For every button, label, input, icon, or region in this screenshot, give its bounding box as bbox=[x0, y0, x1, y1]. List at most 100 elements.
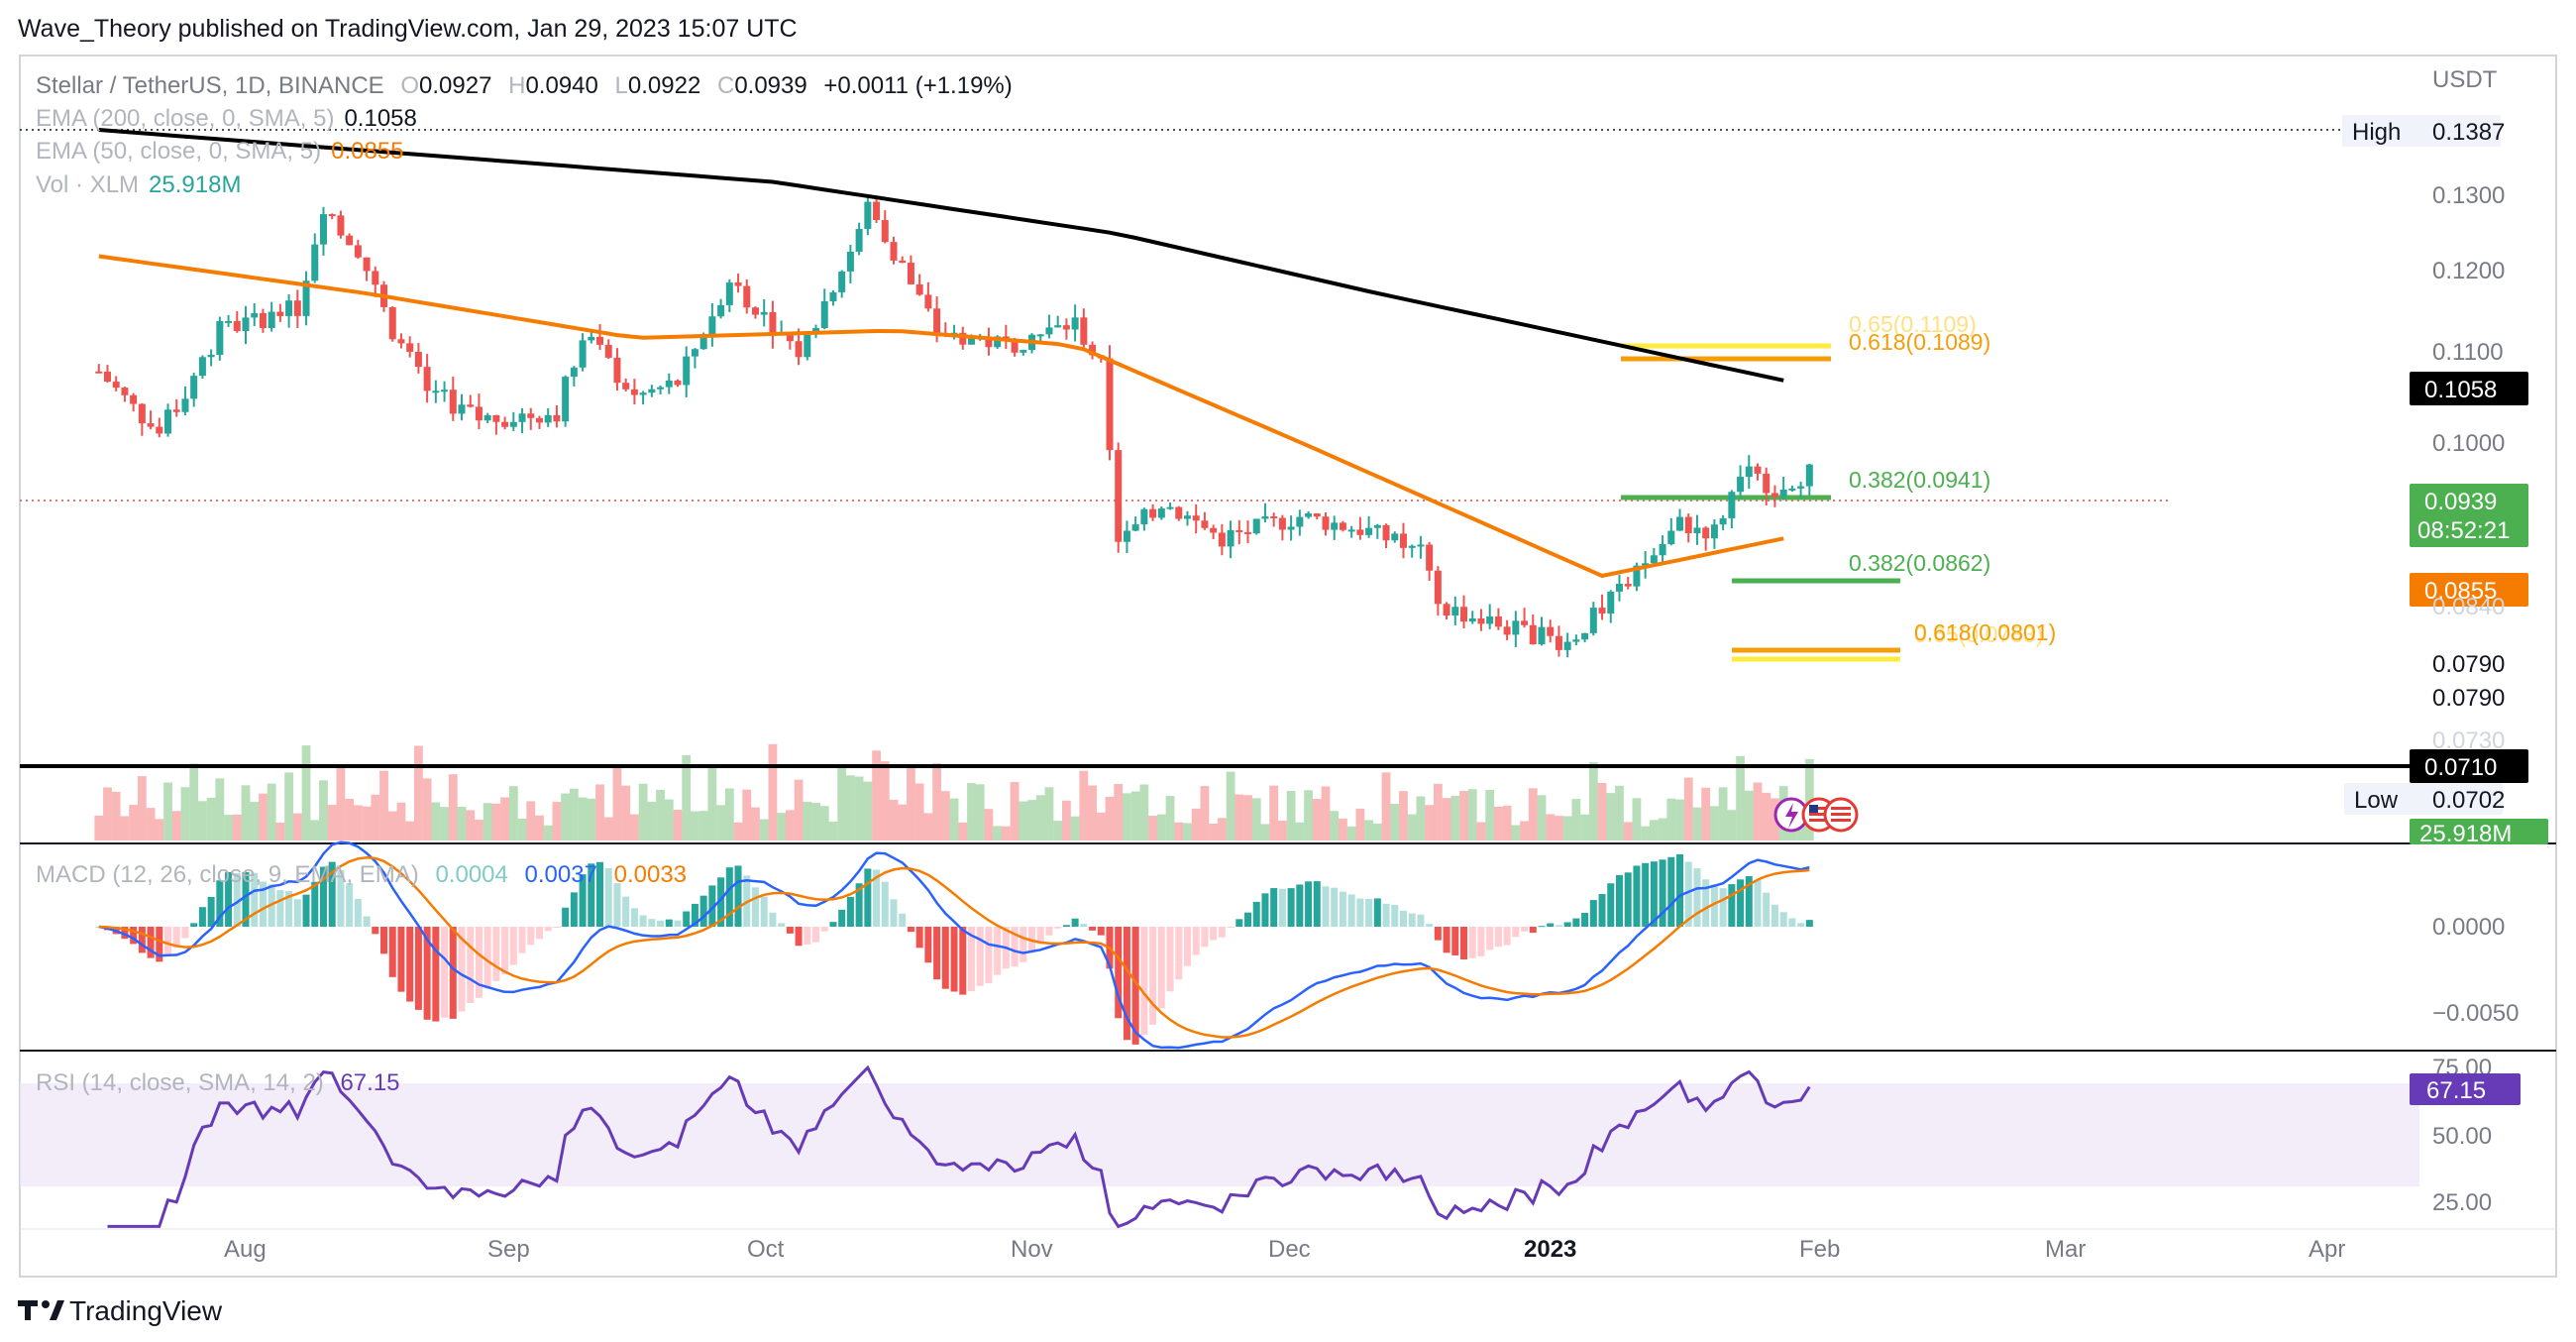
legend-ema200[interactable]: EMA (200, close, 0, SMA, 5) 0.1058 bbox=[36, 105, 417, 132]
candle bbox=[372, 266, 379, 297]
macd-hist-bar bbox=[1494, 927, 1502, 948]
high-tag-value: 0.1387 bbox=[2432, 119, 2505, 146]
candle bbox=[492, 414, 500, 435]
volume-bar bbox=[414, 745, 423, 840]
legend-volume[interactable]: Vol · XLM 25.918M bbox=[36, 171, 241, 198]
macd-hist-bar bbox=[674, 920, 682, 927]
candle bbox=[604, 339, 612, 360]
candle-body bbox=[1719, 517, 1727, 525]
candle-body bbox=[657, 387, 665, 390]
legend-o-label: O bbox=[400, 72, 419, 99]
volume-bar bbox=[1088, 785, 1097, 840]
candle bbox=[1373, 523, 1381, 539]
candle bbox=[1659, 535, 1666, 563]
volume-bar bbox=[250, 802, 260, 840]
volume-bar bbox=[1520, 821, 1529, 840]
volume-bar bbox=[500, 797, 509, 840]
candle-body bbox=[1779, 489, 1787, 498]
ema200-tag-value: 0.1058 bbox=[2424, 377, 2497, 403]
candle-body bbox=[121, 388, 129, 395]
macd-hist-bar bbox=[346, 882, 354, 927]
candle bbox=[441, 381, 449, 402]
macd-hist-bar bbox=[795, 927, 803, 947]
volume-bar bbox=[1632, 798, 1642, 840]
candle-body bbox=[164, 409, 172, 434]
volume-bar bbox=[517, 818, 527, 840]
volume-bar bbox=[129, 805, 139, 840]
macd-legend[interactable]: MACD (12, 26, close, 9, EMA, EMA) 0.0004… bbox=[36, 861, 687, 888]
candle-body bbox=[760, 311, 768, 315]
volume-bar bbox=[466, 810, 476, 840]
candle bbox=[630, 379, 638, 405]
volume-bar bbox=[1796, 826, 1805, 840]
candle-body bbox=[1296, 516, 1304, 527]
candle bbox=[648, 385, 656, 397]
macd-hist-bar bbox=[665, 919, 673, 927]
volume-bar bbox=[863, 781, 873, 840]
candle-body bbox=[1728, 492, 1736, 518]
candle bbox=[725, 279, 733, 312]
candle bbox=[1788, 485, 1796, 493]
volume-bar bbox=[146, 808, 156, 840]
candle-body bbox=[233, 320, 241, 332]
legend-ema50[interactable]: EMA (50, close, 0, SMA, 5) 0.0855 bbox=[36, 138, 404, 165]
candle-body bbox=[1547, 626, 1555, 636]
volume-bar bbox=[448, 774, 458, 840]
candle-body bbox=[1598, 608, 1606, 614]
macd-hist-bar bbox=[1123, 927, 1130, 1041]
macd-hist-bar bbox=[509, 927, 517, 965]
macd-hist-bar bbox=[1754, 880, 1762, 927]
macd-hist-bar bbox=[1278, 888, 1286, 927]
volume-bar bbox=[379, 770, 388, 840]
macd-hist-bar bbox=[1391, 904, 1399, 927]
candle bbox=[890, 236, 898, 265]
volume-bar bbox=[1148, 816, 1157, 840]
signal-line bbox=[98, 855, 1810, 1039]
candle bbox=[769, 300, 777, 349]
volume-bar bbox=[1666, 798, 1676, 840]
rsi-tick-25: 25.00 bbox=[2432, 1189, 2492, 1216]
candle-body bbox=[251, 312, 259, 318]
fib-label-0.618-upper: 0.618(0.1089) bbox=[1849, 329, 1990, 355]
volume-bar bbox=[1070, 816, 1080, 840]
volume-bar bbox=[224, 815, 233, 840]
candle bbox=[1210, 524, 1218, 540]
macd-hist-bar bbox=[639, 915, 647, 927]
macd-hist-bar bbox=[1322, 886, 1330, 927]
candle-body bbox=[1615, 584, 1623, 592]
price-tick-0.1200: 0.1200 bbox=[2432, 258, 2505, 284]
rsi-legend[interactable]: RSI (14, close, SMA, 14, 2) 67.15 bbox=[36, 1069, 400, 1096]
candle bbox=[924, 281, 932, 312]
candle-body bbox=[1192, 515, 1200, 521]
candle-body bbox=[1270, 515, 1278, 518]
fib-label-0.65-lower: 0.65(0.0783) bbox=[1914, 621, 2043, 647]
volume-bar bbox=[1183, 823, 1192, 840]
candle bbox=[1451, 596, 1459, 625]
macd-hist-bar bbox=[994, 927, 1002, 975]
event-icons[interactable] bbox=[1773, 797, 1859, 833]
volume-bar bbox=[1105, 796, 1115, 840]
volume-bar bbox=[1312, 799, 1322, 840]
candle-body bbox=[1434, 570, 1442, 605]
candle-body bbox=[1399, 533, 1407, 548]
time-label-nov: Nov bbox=[1011, 1236, 1053, 1263]
tradingview-logo[interactable]: TradingView bbox=[18, 1295, 223, 1326]
macd-hist-bar bbox=[207, 896, 215, 927]
candle bbox=[907, 255, 914, 285]
candle-body bbox=[1106, 358, 1114, 451]
candle bbox=[1123, 520, 1130, 553]
candle bbox=[138, 402, 146, 436]
candle bbox=[1684, 513, 1692, 543]
macd-hist-bar bbox=[648, 919, 656, 927]
macd-hist-bar bbox=[855, 883, 863, 927]
candle bbox=[1763, 467, 1771, 505]
candle bbox=[388, 306, 396, 342]
volume-bar bbox=[1762, 792, 1771, 840]
volume-bar bbox=[872, 750, 881, 840]
candle-body bbox=[346, 235, 354, 246]
macd-hist-bar bbox=[725, 867, 733, 927]
candle-body bbox=[1080, 317, 1088, 345]
macd-hist-bar bbox=[1538, 926, 1546, 928]
macd-hist-bar bbox=[397, 927, 405, 992]
candle-body bbox=[855, 228, 863, 252]
